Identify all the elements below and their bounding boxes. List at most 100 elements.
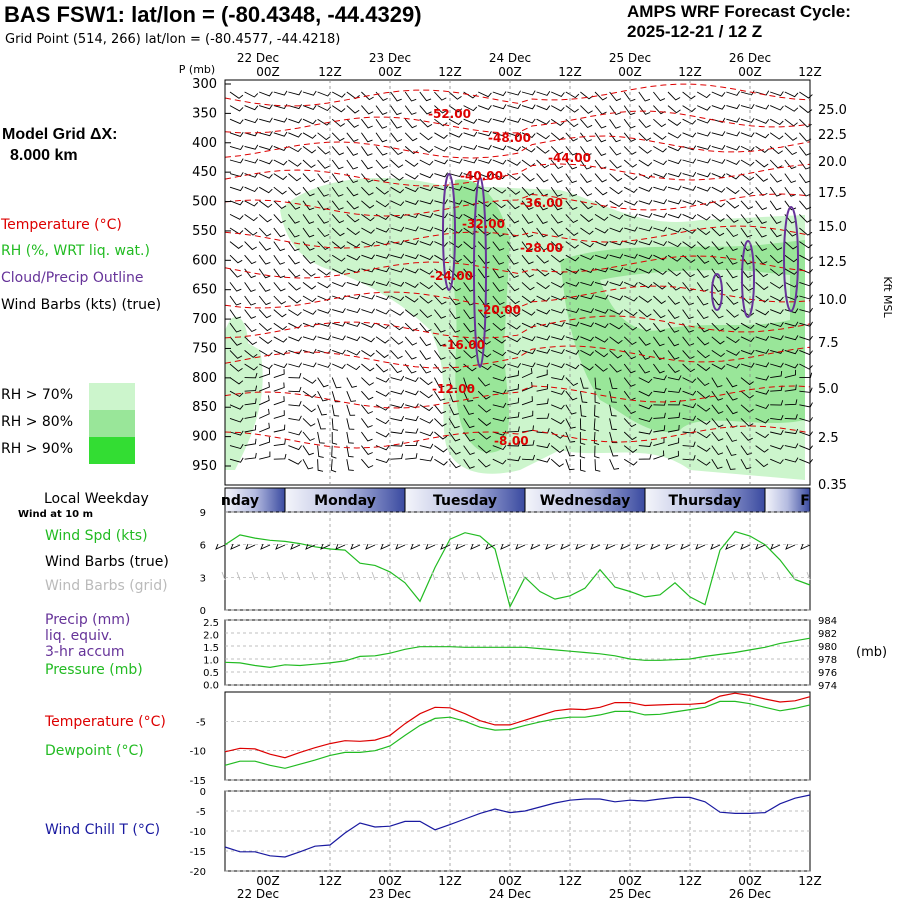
- wind-barb: [594, 200, 608, 209]
- wind-barb: [624, 239, 638, 245]
- wind-barb: [346, 336, 361, 342]
- wind-barb: [609, 350, 623, 359]
- wind-barb: [609, 173, 623, 182]
- wind-barb: [536, 322, 551, 328]
- wind-barb: [638, 454, 652, 460]
- wind-barb-grid: [776, 571, 781, 581]
- wind-barb: [696, 309, 709, 320]
- wind-barb: [609, 213, 624, 220]
- wind-barb: [609, 253, 624, 259]
- wind-barb: [755, 445, 769, 453]
- wind-barb-true: [710, 543, 721, 550]
- wind-barb: [755, 254, 768, 265]
- wind-barb: [375, 363, 389, 373]
- wind-barb: [361, 214, 375, 222]
- wind-barb: [624, 200, 638, 206]
- wind-barb: [784, 399, 798, 406]
- wind-barb: [536, 309, 551, 315]
- wind-barb: [580, 200, 593, 210]
- wind-chill-series-label: Wind Chill T (°C): [45, 822, 161, 838]
- wind-barb: [273, 424, 286, 433]
- wind-barb: [375, 186, 389, 195]
- wind-barb: [390, 200, 405, 207]
- wind-barb: [740, 418, 754, 427]
- wind-barb: [682, 132, 697, 138]
- wind-barb: [346, 118, 359, 128]
- wind-barb: [434, 282, 448, 291]
- wind-barb: [229, 295, 242, 306]
- wind-barb: [667, 322, 680, 333]
- wind-barb: [258, 186, 273, 194]
- y-tick-label: -5: [196, 717, 206, 728]
- wind-barb: [361, 186, 374, 196]
- wind-barb: [682, 390, 697, 396]
- wind-barb: [434, 377, 445, 388]
- wind-barb: [711, 227, 725, 237]
- wind-barb: [419, 363, 432, 374]
- wind-barb: [726, 145, 740, 151]
- wind-barb: [288, 295, 302, 304]
- wind-barb: [419, 226, 434, 232]
- wind-barb-grid: [716, 571, 721, 581]
- wind-barb: [361, 227, 375, 234]
- wind-barb: [609, 91, 622, 102]
- y-tick-label: 0: [200, 787, 206, 798]
- isotherm-label: -20.00: [478, 303, 521, 317]
- wind-barb: [784, 428, 799, 435]
- wind-barb-grid: [611, 571, 616, 581]
- wind-barb: [551, 389, 565, 395]
- wind-barb: [331, 159, 344, 170]
- wind-barb: [682, 145, 697, 151]
- wind-barb: [609, 146, 622, 156]
- wind-barb: [229, 377, 244, 385]
- height-tick-label: 7.5: [818, 336, 839, 351]
- wind-barb: [682, 309, 694, 320]
- wind-barb: [244, 322, 257, 333]
- wind-barb: [536, 241, 549, 251]
- wind-barb: [594, 254, 609, 260]
- isotherm-line: [224, 255, 811, 279]
- wind-barb-true: [440, 543, 451, 550]
- wind-barb: [594, 132, 607, 143]
- wind-barb: [594, 377, 601, 390]
- pressure-unit-label: (mb): [856, 645, 887, 660]
- wind-barb: [229, 322, 242, 333]
- wind-barb: [799, 227, 813, 236]
- wind-barb: [565, 307, 580, 314]
- wind-barb: [740, 90, 755, 96]
- wind-barb: [448, 227, 463, 234]
- wind-barb: [565, 268, 580, 274]
- bottom-hour-label: 00Z: [618, 874, 642, 888]
- wind-barb-grid: [746, 571, 751, 581]
- wind-barb: [550, 173, 563, 183]
- wind-barb: [769, 227, 782, 238]
- wind-barb: [448, 336, 461, 347]
- wind-barb: [770, 362, 784, 368]
- wind-barb: [448, 322, 461, 333]
- wind-barb: [711, 377, 723, 388]
- wind-barb: [550, 146, 564, 155]
- wind-barb: [346, 227, 360, 236]
- wind-barb: [696, 404, 711, 412]
- wind-barb: [419, 159, 434, 166]
- wind-barb: [638, 240, 653, 246]
- wind-barb: [346, 146, 359, 156]
- wind-barb: [463, 118, 478, 124]
- wind-barb-true: [575, 543, 586, 550]
- wind-barbs-grid-label: Wind Barbs (grid): [45, 578, 168, 594]
- wind-barb: [302, 254, 316, 264]
- wind-barb: [784, 349, 799, 355]
- wind-barb: [521, 200, 534, 210]
- page-title: BAS FSW1: lat/lon = (-80.4348, -44.4329): [4, 2, 422, 27]
- wind-barb: [667, 241, 682, 248]
- wind-barb: [419, 377, 433, 386]
- wind-barb: [361, 322, 375, 328]
- wind-barb: [507, 132, 521, 137]
- wind-barb: [448, 254, 462, 263]
- wind-barb: [784, 384, 797, 392]
- wind-barb: [463, 458, 475, 469]
- pressure-tick-label: 850: [192, 400, 217, 415]
- pressure-tick-label: 500: [192, 195, 217, 210]
- wind-barb: [536, 173, 549, 183]
- wind-barb: [623, 404, 636, 414]
